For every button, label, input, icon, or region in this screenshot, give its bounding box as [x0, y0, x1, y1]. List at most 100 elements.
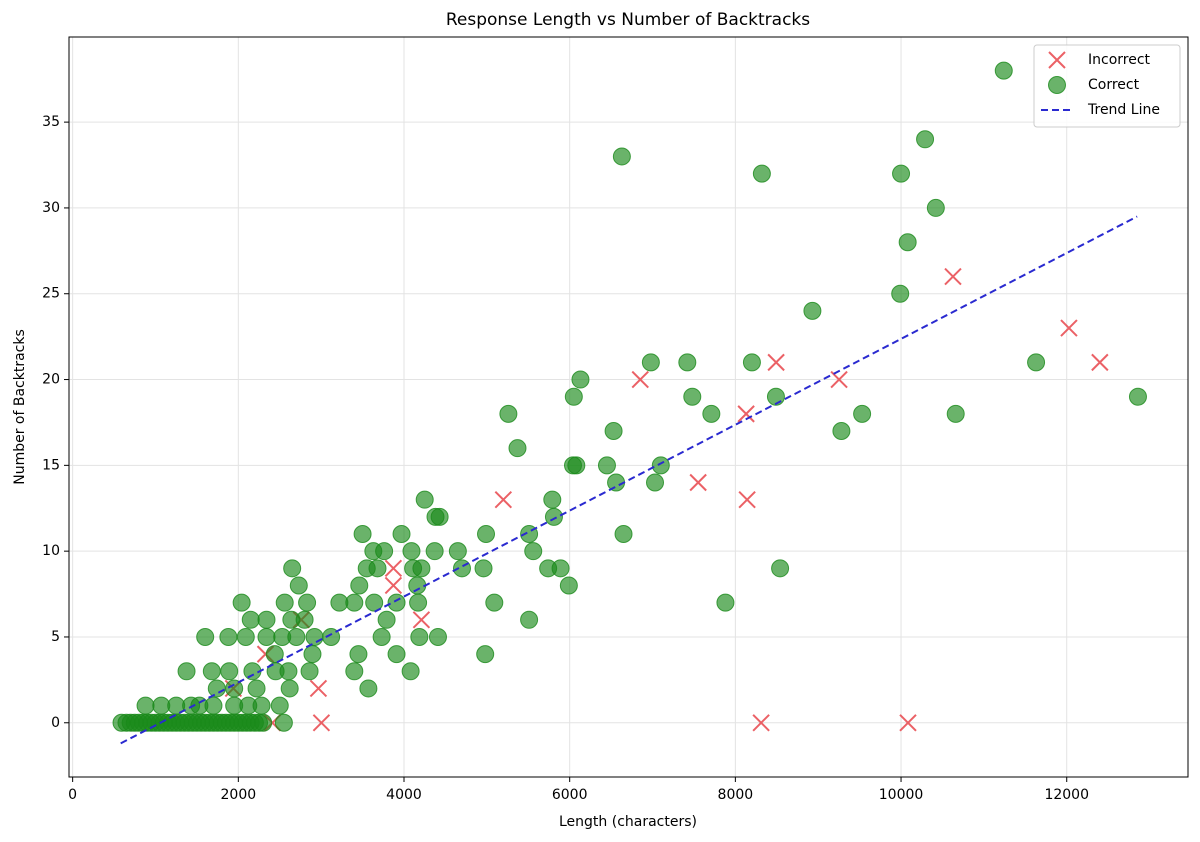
point [409, 593, 428, 612]
x-marker [412, 611, 431, 629]
point [275, 593, 294, 612]
x-marker [384, 576, 403, 595]
point [646, 473, 665, 492]
x-marker [312, 714, 331, 732]
point [196, 627, 215, 646]
point [387, 593, 406, 612]
x-tick-label: 2000 [221, 787, 257, 803]
point [270, 696, 289, 715]
point [207, 679, 226, 698]
point [612, 147, 631, 166]
point [678, 353, 697, 372]
y-tick-label: 5 [51, 629, 60, 645]
point [474, 559, 493, 578]
point [372, 627, 391, 646]
point [641, 353, 660, 372]
point [359, 679, 378, 698]
point [412, 559, 431, 578]
point [204, 696, 223, 715]
point [994, 61, 1013, 80]
point [559, 576, 578, 595]
point [345, 593, 364, 612]
point [520, 610, 539, 629]
point [274, 713, 293, 732]
point [349, 645, 368, 664]
point [375, 542, 394, 561]
point [771, 559, 790, 578]
x-marker [631, 370, 649, 389]
point [241, 610, 260, 629]
x-marker [1091, 353, 1109, 372]
point [322, 627, 341, 646]
point [220, 662, 239, 681]
point [916, 130, 935, 149]
point [387, 645, 406, 664]
x-tick-label: 10000 [879, 787, 924, 803]
point [305, 627, 324, 646]
point [544, 507, 563, 526]
point [716, 593, 735, 612]
y-tick-label: 25 [42, 286, 60, 302]
point [287, 627, 306, 646]
point [345, 662, 364, 681]
point [415, 490, 434, 509]
point [257, 627, 276, 646]
y-tick-label: 10 [42, 543, 60, 559]
point [353, 524, 372, 543]
x-marker [384, 559, 403, 578]
point [476, 645, 495, 664]
point [702, 404, 721, 423]
point [401, 662, 420, 681]
point [252, 696, 271, 715]
legend-label: Incorrect [1088, 52, 1151, 68]
point [410, 627, 429, 646]
point [543, 490, 562, 509]
legend-label: Correct [1088, 77, 1140, 93]
x-marker [752, 714, 770, 732]
point [257, 610, 276, 629]
point [742, 353, 761, 372]
point [614, 524, 633, 543]
point [946, 404, 965, 423]
chart-title: Response Length vs Number of Backtracks [446, 10, 810, 30]
point [508, 439, 527, 458]
point [303, 645, 322, 664]
point [377, 610, 396, 629]
y-tick-label: 15 [42, 457, 60, 473]
point [803, 301, 822, 320]
point [219, 627, 238, 646]
x-tick-label: 8000 [718, 787, 754, 803]
point [898, 233, 917, 252]
point [392, 524, 411, 543]
point [683, 387, 702, 406]
x-marker [689, 473, 707, 492]
point [295, 610, 314, 629]
x-tick-label: 12000 [1044, 787, 1089, 803]
trend-line [120, 215, 1138, 745]
point [477, 524, 496, 543]
point [430, 507, 449, 526]
x-marker [944, 267, 962, 286]
point [368, 559, 387, 578]
point [265, 645, 284, 664]
point [279, 662, 298, 681]
y-tick-label: 20 [42, 372, 60, 388]
y-tick-label: 0 [51, 715, 60, 731]
point [564, 387, 583, 406]
point [225, 679, 244, 698]
point [891, 284, 910, 303]
point [499, 404, 518, 423]
x-tick-label: 0 [68, 787, 77, 803]
point [428, 627, 447, 646]
point [752, 164, 771, 183]
point [298, 593, 317, 612]
point [177, 662, 196, 681]
point [254, 713, 273, 732]
x-marker [830, 370, 848, 389]
x-marker [1060, 319, 1078, 337]
x-axis-label: Length (characters) [559, 814, 697, 830]
plot-frame [68, 36, 1189, 778]
x-marker [899, 714, 917, 732]
point [365, 593, 384, 612]
